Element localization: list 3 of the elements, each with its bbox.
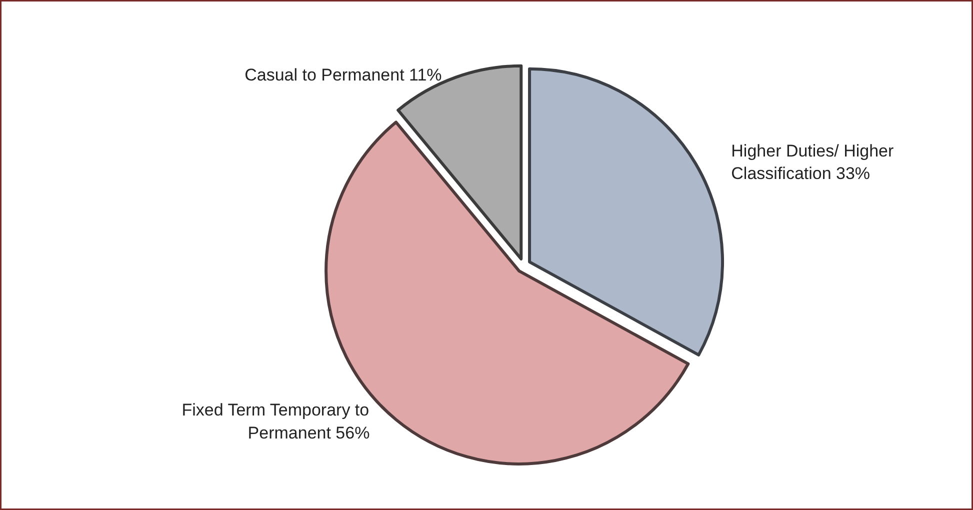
slice-label: Higher Duties/ Higher Classification 33% (731, 141, 894, 184)
slice-label: Casual to Permanent 11% (244, 65, 442, 84)
slice-label: Fixed Term Temporary to Permanent 56% (182, 400, 370, 443)
